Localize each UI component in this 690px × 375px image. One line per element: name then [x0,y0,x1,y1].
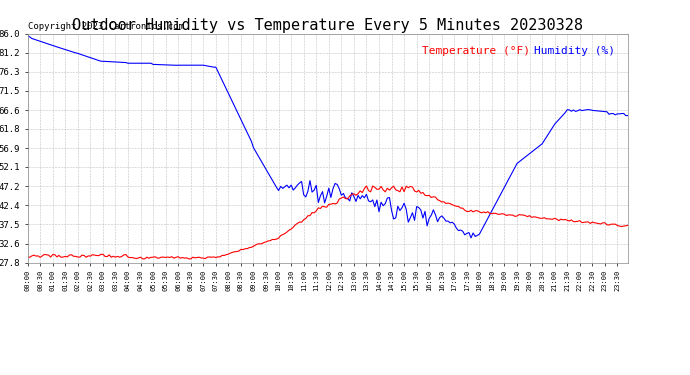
Legend: Temperature (°F), Humidity (%): Temperature (°F), Humidity (%) [417,38,621,61]
Title: Outdoor Humidity vs Temperature Every 5 Minutes 20230328: Outdoor Humidity vs Temperature Every 5 … [72,18,583,33]
Text: Copyright 2023 Cartronics.com: Copyright 2023 Cartronics.com [28,22,184,32]
